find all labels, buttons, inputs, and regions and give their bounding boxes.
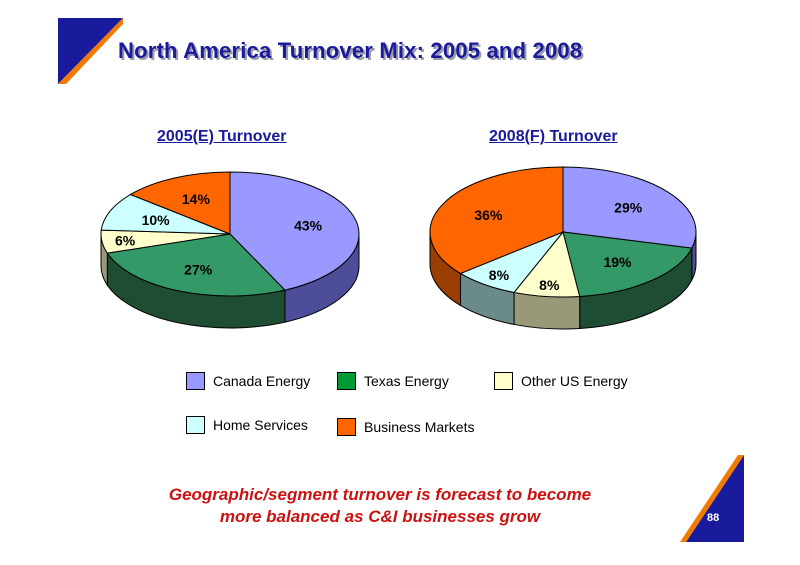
pie-side-other-us-energy xyxy=(513,291,581,330)
pie-data-label-business-markets: 36% xyxy=(474,207,503,223)
legend-item-canada-energy: Canada Energy xyxy=(186,372,310,390)
slide-caption: Geographic/segment turnover is forecast … xyxy=(0,484,760,528)
pie-data-label-canada-energy: 29% xyxy=(614,199,643,215)
slide-title: North America Turnover Mix: 2005 and 200… xyxy=(118,38,583,63)
legend-item-home-services: Home Services xyxy=(186,416,308,434)
legend-item-business-markets: Business Markets xyxy=(337,418,474,436)
pie-slice-canada-energy xyxy=(562,166,697,249)
top-left-corner-decoration xyxy=(58,18,123,84)
pie-slice-canada-energy xyxy=(229,171,360,291)
pie-2005-title: 2005(E) Turnover xyxy=(157,128,287,145)
caption-line-2: more balanced as C&I businesses grow xyxy=(219,507,541,526)
pie-charts: 43% 27% 6% 10% 14% 29% 19% 8% 8% 36% xyxy=(100,166,697,330)
pie-data-label-other-us-energy: 8% xyxy=(539,277,560,293)
legend-label-canada-energy: Canada Energy xyxy=(213,373,311,389)
pie-data-label-home-services: 10% xyxy=(142,212,171,228)
legend-label-business-markets: Business Markets xyxy=(364,419,475,435)
legend-swatch-texas-energy xyxy=(337,372,356,390)
legend-swatch-home-services xyxy=(186,416,205,434)
legend-item-texas-energy: Texas Energy xyxy=(337,372,449,390)
pie-slice-business-markets xyxy=(429,166,564,274)
pie-slice-business-markets xyxy=(129,171,231,235)
pie-data-label-home-services: 8% xyxy=(489,267,510,283)
pie-data-label-canada-energy: 43% xyxy=(294,218,323,234)
pie-2008-title: 2008(F) Turnover xyxy=(489,128,618,145)
legend-swatch-other-us-energy xyxy=(494,372,513,390)
pie-2008: 29% 19% 8% 8% 36% xyxy=(429,166,697,330)
pie-data-label-other-us-energy: 6% xyxy=(115,232,136,248)
pie-data-label-texas-energy: 27% xyxy=(184,261,213,277)
legend-swatch-canada-energy xyxy=(186,372,205,390)
legend-item-other-us-energy: Other US Energy xyxy=(494,372,628,390)
pie-slice-home-services xyxy=(100,193,231,235)
pie-data-label-business-markets: 14% xyxy=(182,191,211,207)
legend-label-home-services: Home Services xyxy=(213,417,308,433)
pie-2005: 43% 27% 6% 10% 14% xyxy=(100,171,360,329)
page-number: 88 xyxy=(707,512,720,524)
bottom-right-corner-decoration xyxy=(680,455,744,542)
pie-data-label-texas-energy: 19% xyxy=(603,254,632,270)
pie-slice-texas-energy xyxy=(106,233,286,297)
legend-swatch-business-markets xyxy=(337,418,356,436)
pie-slice-texas-energy xyxy=(562,231,693,298)
legend-label-texas-energy: Texas Energy xyxy=(364,373,449,389)
legend-label-other-us-energy: Other US Energy xyxy=(521,373,628,389)
caption-line-1: Geographic/segment turnover is forecast … xyxy=(168,485,592,504)
